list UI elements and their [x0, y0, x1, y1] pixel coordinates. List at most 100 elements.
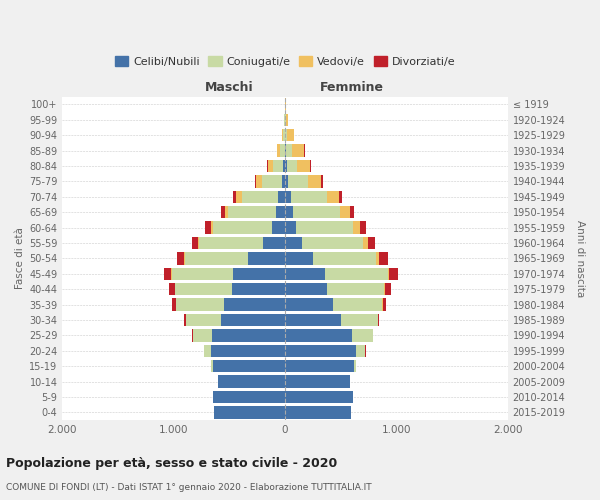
Bar — [176, 298, 224, 311]
Bar — [283, 160, 285, 172]
Bar — [233, 268, 285, 280]
Bar — [248, 252, 285, 264]
Bar — [325, 268, 388, 280]
Bar — [350, 206, 354, 218]
Bar — [378, 314, 379, 326]
Bar — [384, 283, 385, 296]
Bar — [285, 144, 286, 156]
Bar — [212, 329, 285, 342]
Bar — [388, 268, 389, 280]
Bar — [287, 129, 294, 141]
Bar — [178, 252, 184, 264]
Bar — [282, 129, 283, 141]
Bar — [193, 329, 212, 342]
Bar — [292, 144, 304, 156]
Bar — [286, 129, 287, 141]
Bar — [389, 268, 398, 280]
Bar — [198, 237, 199, 249]
Bar — [268, 160, 273, 172]
Bar — [368, 237, 376, 249]
Bar — [310, 160, 311, 172]
Bar — [221, 206, 225, 218]
Bar — [213, 360, 285, 372]
Bar — [285, 376, 350, 388]
Bar — [213, 391, 285, 403]
Bar — [285, 406, 351, 418]
Bar — [242, 190, 278, 203]
Bar — [363, 237, 368, 249]
Bar — [285, 206, 293, 218]
Bar — [277, 144, 280, 156]
Bar — [297, 160, 310, 172]
Bar — [341, 314, 377, 326]
Bar — [184, 314, 186, 326]
Bar — [213, 222, 272, 234]
Bar — [285, 283, 328, 296]
Bar — [286, 114, 287, 126]
Bar — [221, 314, 285, 326]
Bar — [339, 190, 343, 203]
Bar — [172, 298, 176, 311]
Bar — [225, 206, 229, 218]
Bar — [285, 252, 313, 264]
Bar — [285, 222, 296, 234]
Bar — [172, 268, 233, 280]
Text: Femmine: Femmine — [320, 82, 384, 94]
Bar — [283, 175, 285, 188]
Text: Maschi: Maschi — [205, 82, 254, 94]
Bar — [379, 252, 388, 264]
Bar — [385, 283, 391, 296]
Bar — [169, 283, 175, 296]
Bar — [272, 222, 285, 234]
Bar — [285, 298, 333, 311]
Bar — [293, 206, 340, 218]
Bar — [313, 252, 376, 264]
Y-axis label: Anni di nascita: Anni di nascita — [575, 220, 585, 297]
Bar — [376, 252, 379, 264]
Bar — [164, 268, 171, 280]
Bar — [276, 206, 285, 218]
Bar — [302, 237, 363, 249]
Bar — [360, 222, 367, 234]
Bar — [285, 268, 325, 280]
Bar — [184, 252, 185, 264]
Bar — [352, 329, 373, 342]
Bar — [291, 190, 327, 203]
Bar — [263, 237, 285, 249]
Bar — [175, 283, 232, 296]
Bar — [233, 190, 236, 203]
Bar — [285, 391, 353, 403]
Bar — [273, 160, 283, 172]
Bar — [285, 190, 291, 203]
Bar — [285, 237, 302, 249]
Bar — [354, 360, 356, 372]
Bar — [256, 175, 262, 188]
Bar — [229, 206, 276, 218]
Bar — [340, 206, 350, 218]
Legend: Celibi/Nubili, Coniugati/e, Vedovi/e, Divorziati/e: Celibi/Nubili, Coniugati/e, Vedovi/e, Di… — [111, 52, 460, 72]
Bar — [236, 190, 242, 203]
Text: COMUNE DI FONDI (LT) - Dati ISTAT 1° gennaio 2020 - Elaborazione TUTTITALIA.IT: COMUNE DI FONDI (LT) - Dati ISTAT 1° gen… — [6, 482, 371, 492]
Bar — [285, 360, 354, 372]
Bar — [287, 160, 297, 172]
Bar — [333, 298, 382, 311]
Bar — [224, 298, 285, 311]
Bar — [218, 376, 285, 388]
Bar — [285, 160, 287, 172]
Bar — [199, 237, 263, 249]
Bar — [192, 237, 198, 249]
Bar — [211, 360, 213, 372]
Bar — [353, 222, 360, 234]
Bar — [211, 344, 285, 357]
Bar — [205, 222, 211, 234]
Bar — [289, 175, 308, 188]
Bar — [214, 406, 285, 418]
Bar — [322, 175, 323, 188]
Bar — [280, 144, 284, 156]
Y-axis label: Fasce di età: Fasce di età — [15, 228, 25, 290]
Bar — [356, 344, 365, 357]
Bar — [278, 190, 285, 203]
Bar — [285, 175, 289, 188]
Bar — [185, 252, 248, 264]
Bar — [296, 222, 353, 234]
